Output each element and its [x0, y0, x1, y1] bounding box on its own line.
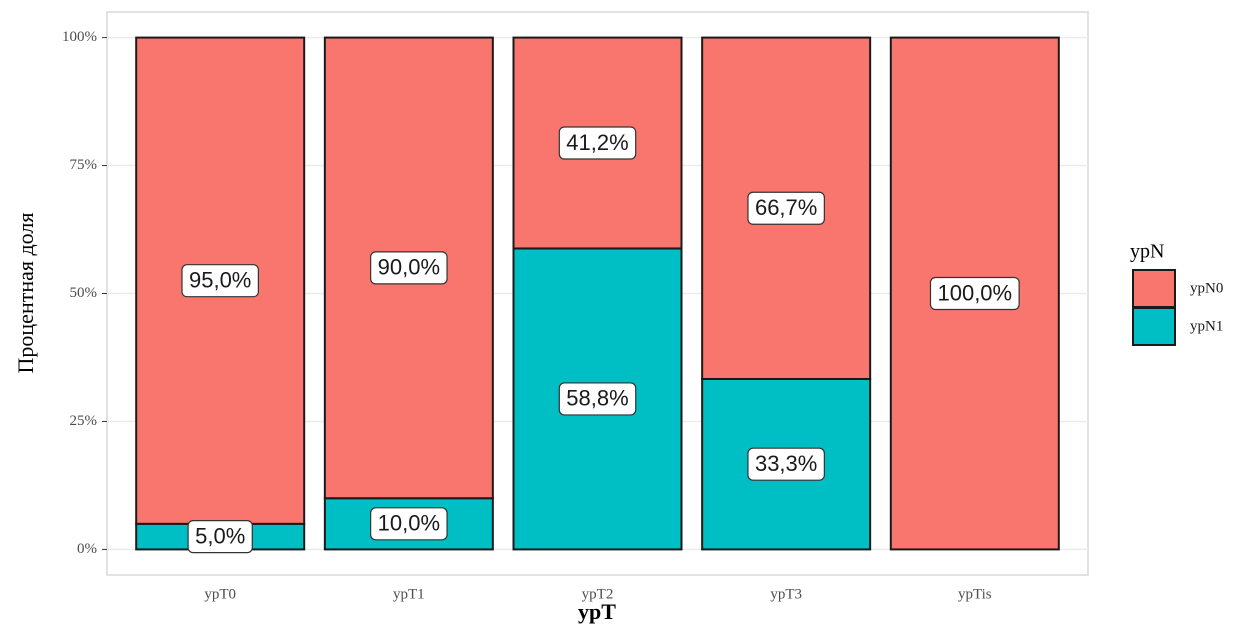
- y-tick-label: 25%: [70, 413, 98, 429]
- y-tick-label: 50%: [70, 285, 98, 301]
- x-tick-label: ypT0: [204, 586, 236, 602]
- legend-label: ypN0: [1190, 280, 1223, 296]
- data-label: 41,2%: [566, 130, 628, 155]
- y-axis-title: Процентная доля: [13, 213, 38, 374]
- x-axis-title: ypT: [578, 599, 616, 624]
- legend-title: ypN: [1130, 241, 1164, 263]
- legend-key: [1132, 307, 1176, 346]
- label-box: [747, 447, 825, 481]
- x-tick-label: ypTis: [958, 586, 992, 602]
- label-box: [558, 126, 637, 160]
- data-label: 95,0%: [189, 268, 251, 293]
- data-label: 33,3%: [755, 451, 817, 476]
- label-box: [181, 264, 259, 298]
- label-box: [747, 191, 825, 225]
- label-box: [370, 251, 448, 285]
- label-box: [187, 520, 253, 554]
- data-label: 10,0%: [378, 511, 440, 536]
- data-label: 66,7%: [755, 195, 817, 220]
- data-label: 5,0%: [195, 523, 245, 548]
- data-label: 58,8%: [566, 386, 628, 411]
- label-box: [370, 507, 448, 541]
- legend-label: ypN1: [1190, 318, 1223, 334]
- data-label: 90,0%: [378, 255, 440, 280]
- y-tick-label: 75%: [70, 157, 98, 173]
- x-tick-label: ypT2: [582, 586, 614, 602]
- x-tick-label: ypT1: [393, 586, 425, 602]
- y-tick-label: 100%: [62, 29, 97, 45]
- label-box: [929, 276, 1020, 311]
- legend-key: [1132, 269, 1176, 308]
- data-label: 100,0%: [937, 280, 1012, 305]
- x-tick-label: ypT3: [770, 586, 802, 602]
- y-tick-label: 0%: [77, 541, 97, 557]
- label-box: [558, 382, 637, 416]
